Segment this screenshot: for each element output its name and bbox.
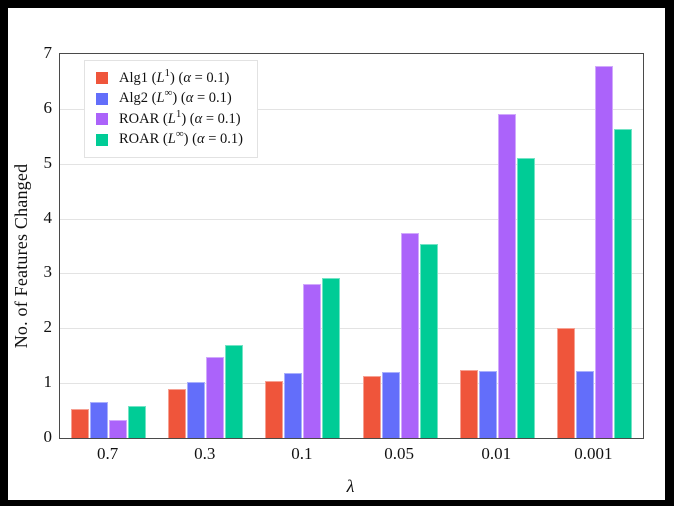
bar bbox=[478, 371, 497, 438]
y-tick-label-6: 6 bbox=[43, 97, 53, 117]
bar bbox=[265, 380, 284, 438]
legend-label: Alg2 (L∞) (α = 0.1) bbox=[119, 87, 232, 107]
bar bbox=[187, 381, 206, 438]
gridline-y1 bbox=[60, 383, 643, 385]
x-tick-label-0.3: 0.3 bbox=[194, 444, 216, 463]
legend-swatch-icon bbox=[96, 133, 108, 146]
x-tick-label-0.001: 0.001 bbox=[574, 444, 613, 463]
gridline-y3 bbox=[60, 273, 643, 275]
legend: Alg1 (L1) (α = 0.1) Alg2 (L∞) (α = 0.1) RO… bbox=[84, 60, 258, 158]
legend-item: ROAR (L∞) (α = 0.1) bbox=[96, 128, 243, 151]
bar bbox=[284, 373, 303, 438]
bar-group-0.01 bbox=[449, 54, 546, 438]
legend-item: Alg2 (L∞) (α = 0.1) bbox=[96, 87, 243, 110]
x-axis-title: λ bbox=[59, 476, 642, 497]
bar bbox=[322, 277, 341, 438]
bar bbox=[109, 419, 128, 438]
legend-item: ROAR (L1) (α = 0.1) bbox=[96, 107, 243, 130]
bar bbox=[168, 389, 187, 438]
bar-group-0.05 bbox=[352, 54, 449, 438]
x-tick-label-0.05: 0.05 bbox=[384, 444, 414, 463]
bar bbox=[516, 158, 535, 438]
bar-group-0.001 bbox=[546, 54, 643, 438]
bar bbox=[556, 328, 575, 438]
y-tick-label-7: 7 bbox=[43, 43, 53, 62]
legend-rows: Alg1 (L1) (α = 0.1) Alg2 (L∞) (α = 0.1) RO… bbox=[96, 66, 243, 151]
figure-page: No. of Features Changed Alg1 (L1) (α = 0… bbox=[8, 8, 665, 500]
legend-label: Alg1 (L1) (α = 0.1) bbox=[119, 66, 230, 86]
x-tick-label-0.01: 0.01 bbox=[481, 444, 512, 463]
bar bbox=[90, 401, 109, 438]
bar bbox=[225, 345, 244, 438]
bar bbox=[613, 128, 632, 438]
bar bbox=[575, 371, 594, 438]
bar bbox=[419, 243, 438, 438]
legend-label: ROAR (L1) (α = 0.1) bbox=[119, 107, 241, 127]
bar-group-0.7 bbox=[60, 54, 157, 438]
y-tick-label-2: 2 bbox=[43, 317, 53, 337]
bar-group-0.1 bbox=[254, 54, 351, 438]
bar bbox=[71, 409, 90, 438]
y-tick-label-4: 4 bbox=[43, 207, 53, 227]
x-axis-title-text: λ bbox=[346, 476, 355, 496]
gridline-y4 bbox=[60, 218, 643, 220]
bar bbox=[303, 284, 322, 438]
y-tick-label-1: 1 bbox=[43, 372, 53, 392]
legend-swatch-icon bbox=[96, 72, 108, 85]
gridline-y5 bbox=[60, 163, 643, 165]
bar bbox=[206, 356, 225, 438]
x-tick-label-0.7: 0.7 bbox=[96, 444, 119, 463]
x-tick-label-0.1: 0.1 bbox=[291, 444, 313, 463]
legend-swatch-icon bbox=[96, 113, 108, 126]
bar bbox=[459, 369, 478, 438]
bar bbox=[381, 372, 400, 438]
bar bbox=[362, 376, 381, 438]
y-tick-label-5: 5 bbox=[43, 152, 53, 172]
legend-swatch-icon bbox=[96, 92, 108, 105]
bar-group-0.3 bbox=[157, 54, 254, 438]
y-tick-label-0: 0 bbox=[43, 427, 53, 446]
bar bbox=[594, 65, 613, 438]
bar bbox=[400, 233, 419, 438]
y-tick-label-3: 3 bbox=[43, 262, 53, 282]
legend-label: ROAR (L∞) (α = 0.1) bbox=[119, 128, 243, 148]
gridline-y6 bbox=[60, 108, 643, 110]
bar bbox=[128, 406, 147, 438]
legend-item: Alg1 (L1) (α = 0.1) bbox=[96, 66, 243, 89]
plot-area: Alg1 (L1) (α = 0.1) Alg2 (L∞) (α = 0.1) RO… bbox=[59, 53, 644, 439]
bar-groups bbox=[60, 54, 643, 438]
bar bbox=[497, 113, 516, 438]
gridline-y2 bbox=[60, 328, 643, 330]
